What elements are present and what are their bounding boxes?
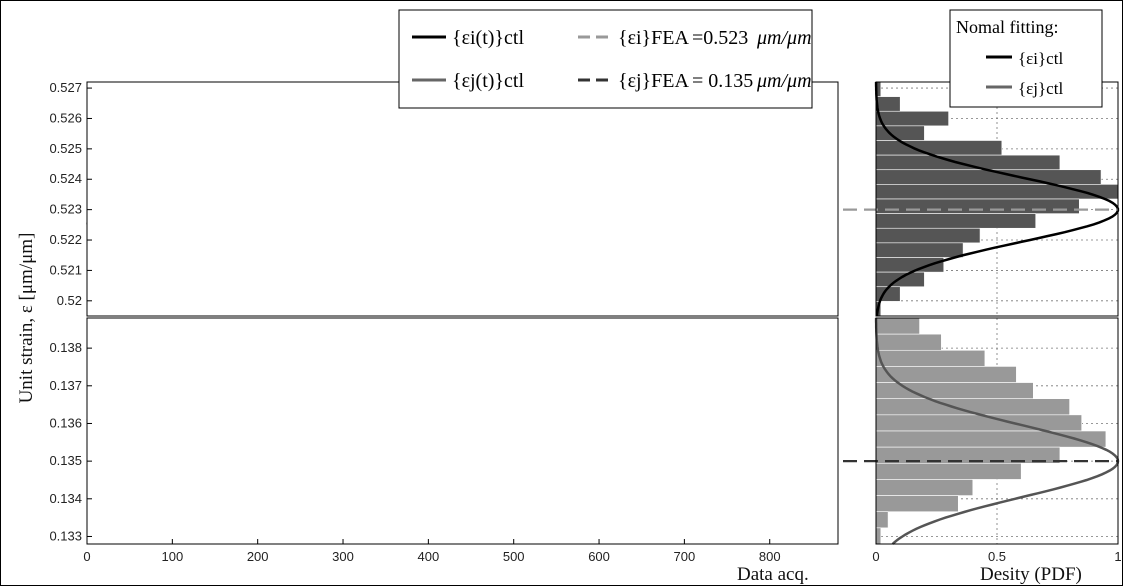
- x-tick-label: 100: [161, 549, 183, 564]
- plot-frame-bottom: [86, 317, 839, 545]
- hist-bar-bottom: [875, 462, 1022, 480]
- y-tick-label: 0.135: [49, 453, 82, 468]
- y-tick-label: 0.525: [49, 141, 82, 156]
- hist-bar-bottom: [875, 495, 959, 513]
- y-tick-label: 0.136: [49, 415, 82, 430]
- hist-x-tick-label: 0: [872, 549, 879, 564]
- y-axis-label: Unit strain, ε [μm/μm]: [16, 233, 37, 404]
- x-tick-label: 800: [759, 549, 781, 564]
- x-tick-label: 300: [332, 549, 354, 564]
- hist-bar-top: [875, 242, 964, 258]
- hist-bar-bottom: [875, 430, 1107, 448]
- main-legend-box: [398, 9, 813, 109]
- legend-unit-fea-i: μm/μm: [756, 27, 812, 49]
- y-tick-label: 0.52: [57, 293, 82, 308]
- x-tick-label: 400: [418, 549, 440, 564]
- hist-bar-bottom: [875, 317, 920, 335]
- x-axis-label: Data acq.: [737, 564, 809, 585]
- legend-value-fea-i: =0.523: [692, 27, 748, 49]
- plot-frame-top: [86, 81, 839, 317]
- hist-bar-bottom: [875, 527, 882, 545]
- x-tick-label: 200: [247, 549, 269, 564]
- y-tick-label: 0.134: [49, 491, 82, 506]
- hist-x-tick-label: 0.5: [988, 549, 1006, 564]
- fit-legend-label-j: {εj}ctl: [1018, 79, 1063, 98]
- legend-unit-fea-j: μm/μm: [756, 70, 812, 92]
- y-tick-label: 0.521: [49, 262, 82, 277]
- y-tick-label: 0.523: [49, 202, 82, 217]
- hist-bar-top: [875, 154, 1061, 171]
- x-tick-label: 500: [503, 549, 525, 564]
- legend-label-fea-i: {εi}FEA: [618, 27, 689, 49]
- y-tick-label: 0.524: [49, 171, 82, 186]
- hist-bar-bottom: [875, 349, 986, 367]
- fit-legend: Nomal fitting: {εi}ctl {εj}ctl: [949, 9, 1103, 108]
- fit-legend-label-i: {εi}ctl: [1018, 49, 1063, 68]
- hist-bar-top: [875, 96, 901, 112]
- hist-bar-bottom: [875, 333, 942, 351]
- hist-bar-top: [875, 125, 925, 141]
- legend-value-fea-j: = 0.135: [692, 70, 753, 92]
- hist-bar-top: [875, 110, 949, 127]
- y-tick-label: 0.522: [49, 232, 82, 247]
- hist-x-axis-label: Desity (PDF): [980, 564, 1082, 585]
- y-tick-label: 0.138: [49, 340, 82, 355]
- hist-bar-top: [875, 169, 1102, 185]
- y-tick-label: 0.526: [49, 110, 82, 125]
- hist-bar-top: [875, 213, 1037, 229]
- fit-curve-top: [874, 82, 1120, 317]
- hist-bar-bottom: [875, 511, 889, 529]
- hist-bar-bottom: [875, 366, 1017, 383]
- legend-label-fea-j: {εj}FEA: [618, 70, 689, 92]
- legend-label-series-i: {εi(t)}ctl: [452, 27, 524, 49]
- hist-bar-bottom: [875, 479, 974, 496]
- hist-x-tick-label: 1: [1114, 549, 1121, 564]
- hist-bar-top: [875, 227, 981, 244]
- y-tick-label: 0.137: [49, 378, 82, 393]
- fit-curve-bottom: [874, 318, 1120, 545]
- legend-label-series-j: {εj(t)}ctl: [452, 70, 524, 92]
- y-tick-label: 0.133: [49, 528, 82, 543]
- fit-legend-box: [949, 9, 1103, 108]
- y-tick-label: 0.527: [49, 80, 82, 95]
- hist-bar-top: [875, 140, 1003, 156]
- x-tick-label: 0: [83, 549, 90, 564]
- main-legend: {εi(t)}ctl {εi}FEA =0.523 μm/μm {εj(t)}c…: [398, 9, 813, 109]
- hist-bar-top: [875, 198, 1080, 214]
- fit-legend-title: Nomal fitting:: [956, 17, 1059, 37]
- x-tick-label: 600: [588, 549, 610, 564]
- x-tick-label: 700: [674, 549, 696, 564]
- hist-bar-bottom: [875, 414, 1082, 432]
- hist-frame-bottom: [875, 317, 1119, 545]
